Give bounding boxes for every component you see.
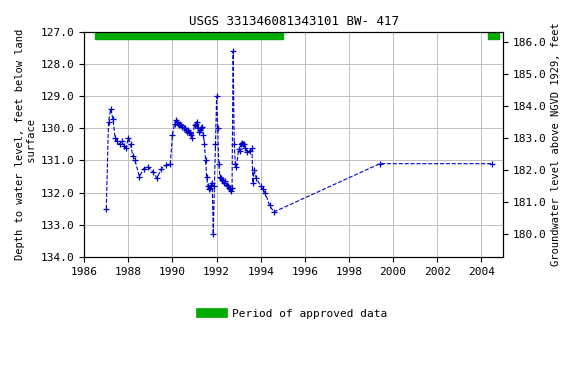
Y-axis label: Groundwater level above NGVD 1929, feet: Groundwater level above NGVD 1929, feet: [551, 23, 561, 266]
Y-axis label: Depth to water level, feet below land
 surface: Depth to water level, feet below land su…: [15, 29, 37, 260]
Title: USGS 331346081343101 BW- 417: USGS 331346081343101 BW- 417: [189, 15, 399, 28]
Legend: Period of approved data: Period of approved data: [196, 305, 392, 323]
